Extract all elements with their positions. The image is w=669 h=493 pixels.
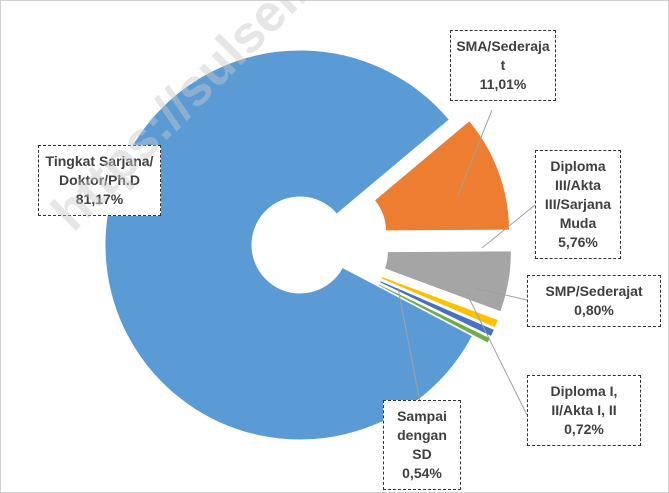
label-value: 0,54% — [402, 465, 442, 481]
leader-lines — [397, 109, 536, 416]
label-name: Diploma III/Akta III/Sarjana Muda — [544, 158, 612, 231]
label-value: 11,01% — [479, 76, 527, 92]
slice — [378, 279, 496, 338]
label-name: SMP/Sederajat — [545, 283, 643, 299]
slice — [104, 49, 474, 441]
label-name: SMA/Sederajat — [456, 38, 550, 73]
label-name: Tingkat Sarjana/Doktor/Ph.D — [45, 153, 154, 188]
data-label: Diploma I, II/Akta I, II 0,72% — [527, 375, 641, 446]
slice — [380, 275, 500, 329]
data-label: SMA/Sederajat 11,01% — [450, 30, 556, 101]
data-label: Sampai dengan SD 0,54% — [383, 400, 461, 490]
slice — [373, 119, 511, 232]
label-name: Diploma I, II/Akta I, II — [550, 383, 618, 418]
data-label: Diploma III/Akta III/Sarjana Muda 5,76% — [535, 150, 621, 259]
data-label: Tingkat Sarjana/Doktor/Ph.D 81,17% — [38, 145, 161, 216]
slice — [383, 250, 512, 313]
label-name: Sampai dengan SD — [397, 408, 447, 462]
label-value: 81,17% — [75, 191, 124, 207]
label-value: 5,76% — [558, 234, 598, 250]
label-value: 0,72% — [564, 421, 604, 437]
data-label: SMP/Sederajat 0,80% — [527, 275, 661, 327]
label-value: 0,80% — [574, 302, 614, 318]
